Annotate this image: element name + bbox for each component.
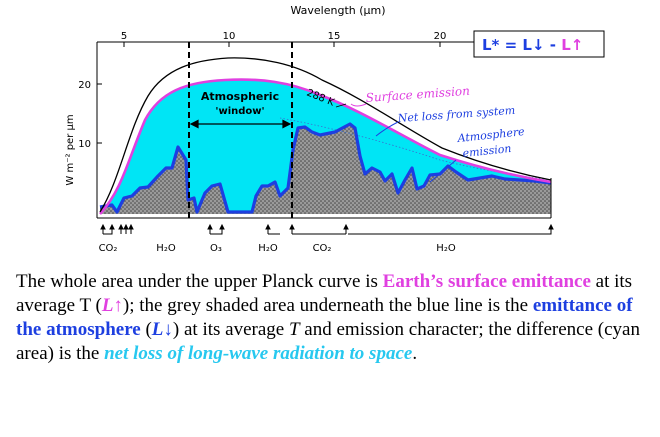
gas-label-h2o-left: H₂O (156, 243, 176, 254)
gas-label-co2-left: CO₂ (99, 243, 118, 254)
caption-l-up: L↑ (101, 295, 123, 316)
caption-surface-emittance: Earth’s surface emittance (382, 271, 591, 292)
top-axis-label: Wavelength (μm) (290, 4, 385, 17)
net-loss-pointer (375, 121, 399, 137)
spectral-emission-diagram: Wavelength (μm) 5 10 15 20 L* = L↓ - L↑ … (65, 4, 605, 254)
net-loss-label: Net loss from system (396, 104, 515, 125)
formula-prefix: L* = (482, 36, 522, 54)
gas-label-co2-mid: CO₂ (313, 243, 332, 254)
surface-emission-pointer (350, 103, 367, 107)
top-tick-label-20: 20 (434, 31, 447, 42)
caption: The whole area under the upper Planck cu… (16, 270, 646, 366)
caption-net-loss: net loss of long-wave radiation to space (104, 343, 413, 364)
formula-minus: - (545, 36, 562, 54)
gas-label-h2o-mid: H₂O (258, 243, 278, 254)
caption-l-down: L↓ (151, 319, 173, 340)
caption-text-2: at its average T ( (16, 271, 633, 316)
window-arrow (189, 119, 292, 129)
lower-planck-curve (279, 117, 552, 181)
temperature-pointer (335, 103, 347, 108)
absorption-band-markers (100, 223, 554, 235)
y-axis-label: W m⁻² per μm (65, 114, 76, 185)
caption-atmos-emittance: emittance of the atmosphere (16, 295, 633, 340)
caption-text-6: and emission character; the difference (… (16, 319, 640, 364)
caption-text-3: ); the grey shaded area underneath the b… (122, 295, 533, 316)
caption-text-7: . (412, 343, 418, 364)
caption-text-1: The whole area under the upper Planck cu… (16, 271, 383, 292)
window-label-line2: 'window' (215, 106, 264, 117)
caption-t: T (288, 319, 300, 340)
surface-emission-label: Surface emission (365, 84, 470, 105)
window-label-line1: Atmospheric (201, 90, 279, 103)
atmosphere-emission-line (99, 122, 552, 214)
caption-text-4: ( (140, 319, 152, 340)
y-tick-label-10: 10 (78, 139, 91, 150)
gas-label-h2o-right: H₂O (436, 243, 456, 254)
caption-text-5: ) at its average (172, 319, 289, 340)
atmosphere-emission-label-line1: Atmosphere (456, 125, 526, 145)
y-tick-label-20: 20 (78, 80, 91, 91)
top-axis-ticks (123, 42, 441, 47)
formula-l-down: L↓ (522, 36, 544, 54)
atmosphere-emission-label-line2: emission (462, 142, 512, 160)
svg-text:L* = L↓ - L↑: L* = L↓ - L↑ (482, 36, 583, 54)
atmosphere-emission-area (100, 124, 551, 214)
top-tick-label-5: 5 (121, 31, 127, 42)
surface-emission-curve (99, 78, 552, 215)
formula-box: L* = L↓ - L↑ (473, 30, 605, 58)
top-tick-label-10: 10 (223, 31, 236, 42)
formula-l-up: L↑ (561, 36, 583, 54)
left-axis-ticks (97, 83, 102, 144)
gas-label-o3: O₃ (210, 243, 222, 254)
planck-curve-288k (99, 57, 552, 213)
top-tick-label-15: 15 (328, 31, 341, 42)
atmosphere-emission-pointer (429, 159, 457, 183)
